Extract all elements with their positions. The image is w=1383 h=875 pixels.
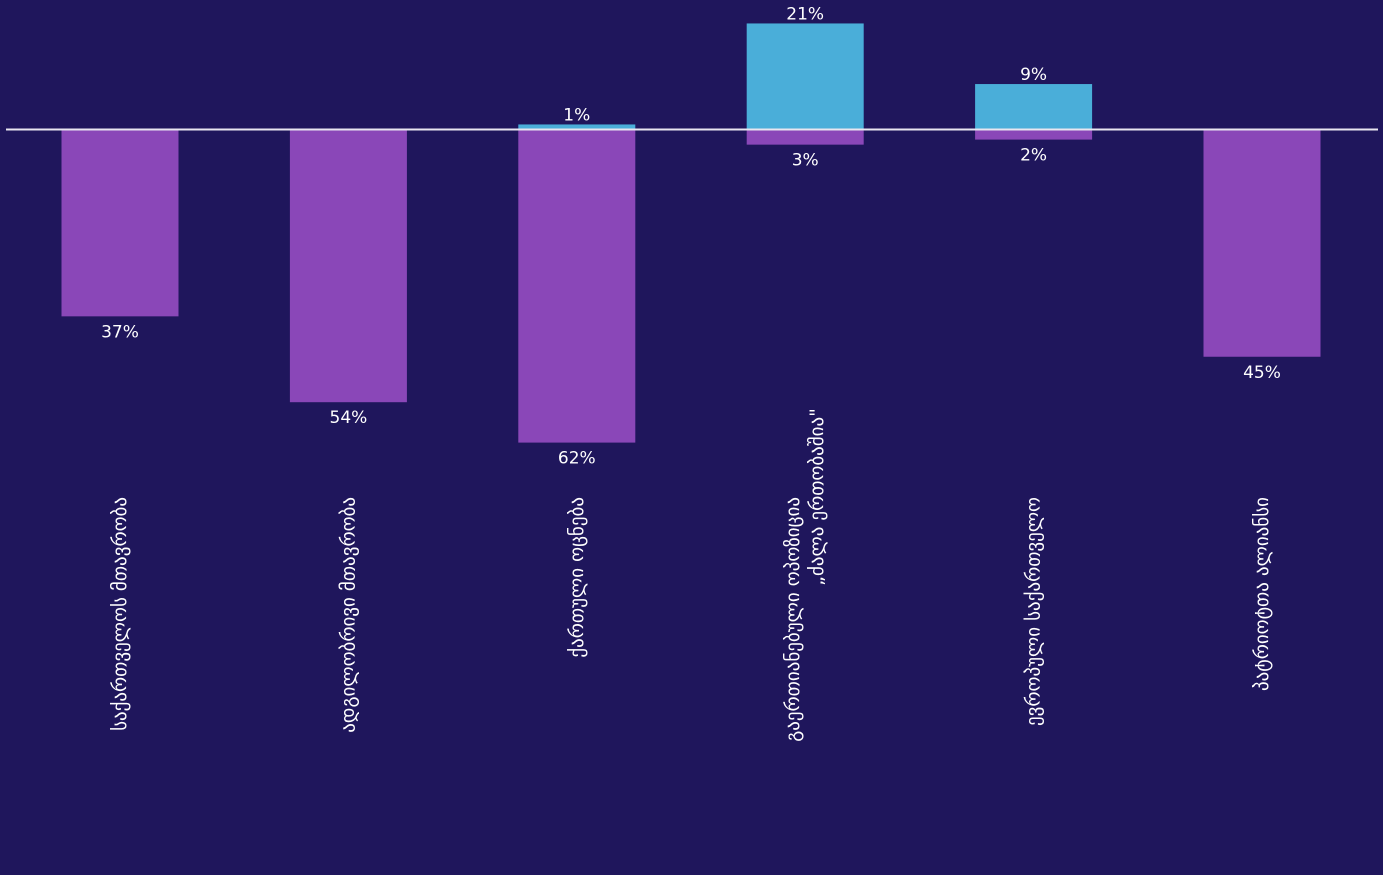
bar-negative (975, 129, 1093, 140)
bar-negative (1203, 129, 1321, 357)
bar-positive (746, 23, 864, 130)
data-label-negative: 54% (330, 408, 368, 428)
bar-positive (975, 84, 1093, 130)
category-label: ადგილობრივი მთავრობა (337, 497, 359, 733)
category-label: გაერთიანებული ოპოზიცია „ძალა ერთობაშია" (782, 408, 828, 742)
data-label-positive: 21% (786, 4, 824, 24)
bar-positive (518, 124, 636, 130)
bar-negative (746, 129, 864, 145)
data-label-negative: 62% (558, 449, 596, 469)
category-label: საქართველოს მთავრობა (109, 497, 131, 731)
data-label-positive: 1% (563, 105, 590, 125)
category-label: ქართული ოცნება (566, 497, 588, 658)
data-label-negative: 2% (1020, 146, 1047, 166)
data-label-negative: 37% (101, 322, 139, 342)
data-label-positive: 9% (1020, 65, 1047, 85)
data-label-negative: 3% (792, 151, 819, 171)
bar-negative (61, 129, 179, 317)
category-label: პატრიოტთა ალიანსი (1251, 497, 1273, 691)
data-label-negative: 45% (1243, 363, 1281, 383)
category-label: ევროპული საქართველო (1023, 497, 1045, 726)
bar-negative (289, 129, 407, 403)
bar-negative (518, 129, 636, 443)
